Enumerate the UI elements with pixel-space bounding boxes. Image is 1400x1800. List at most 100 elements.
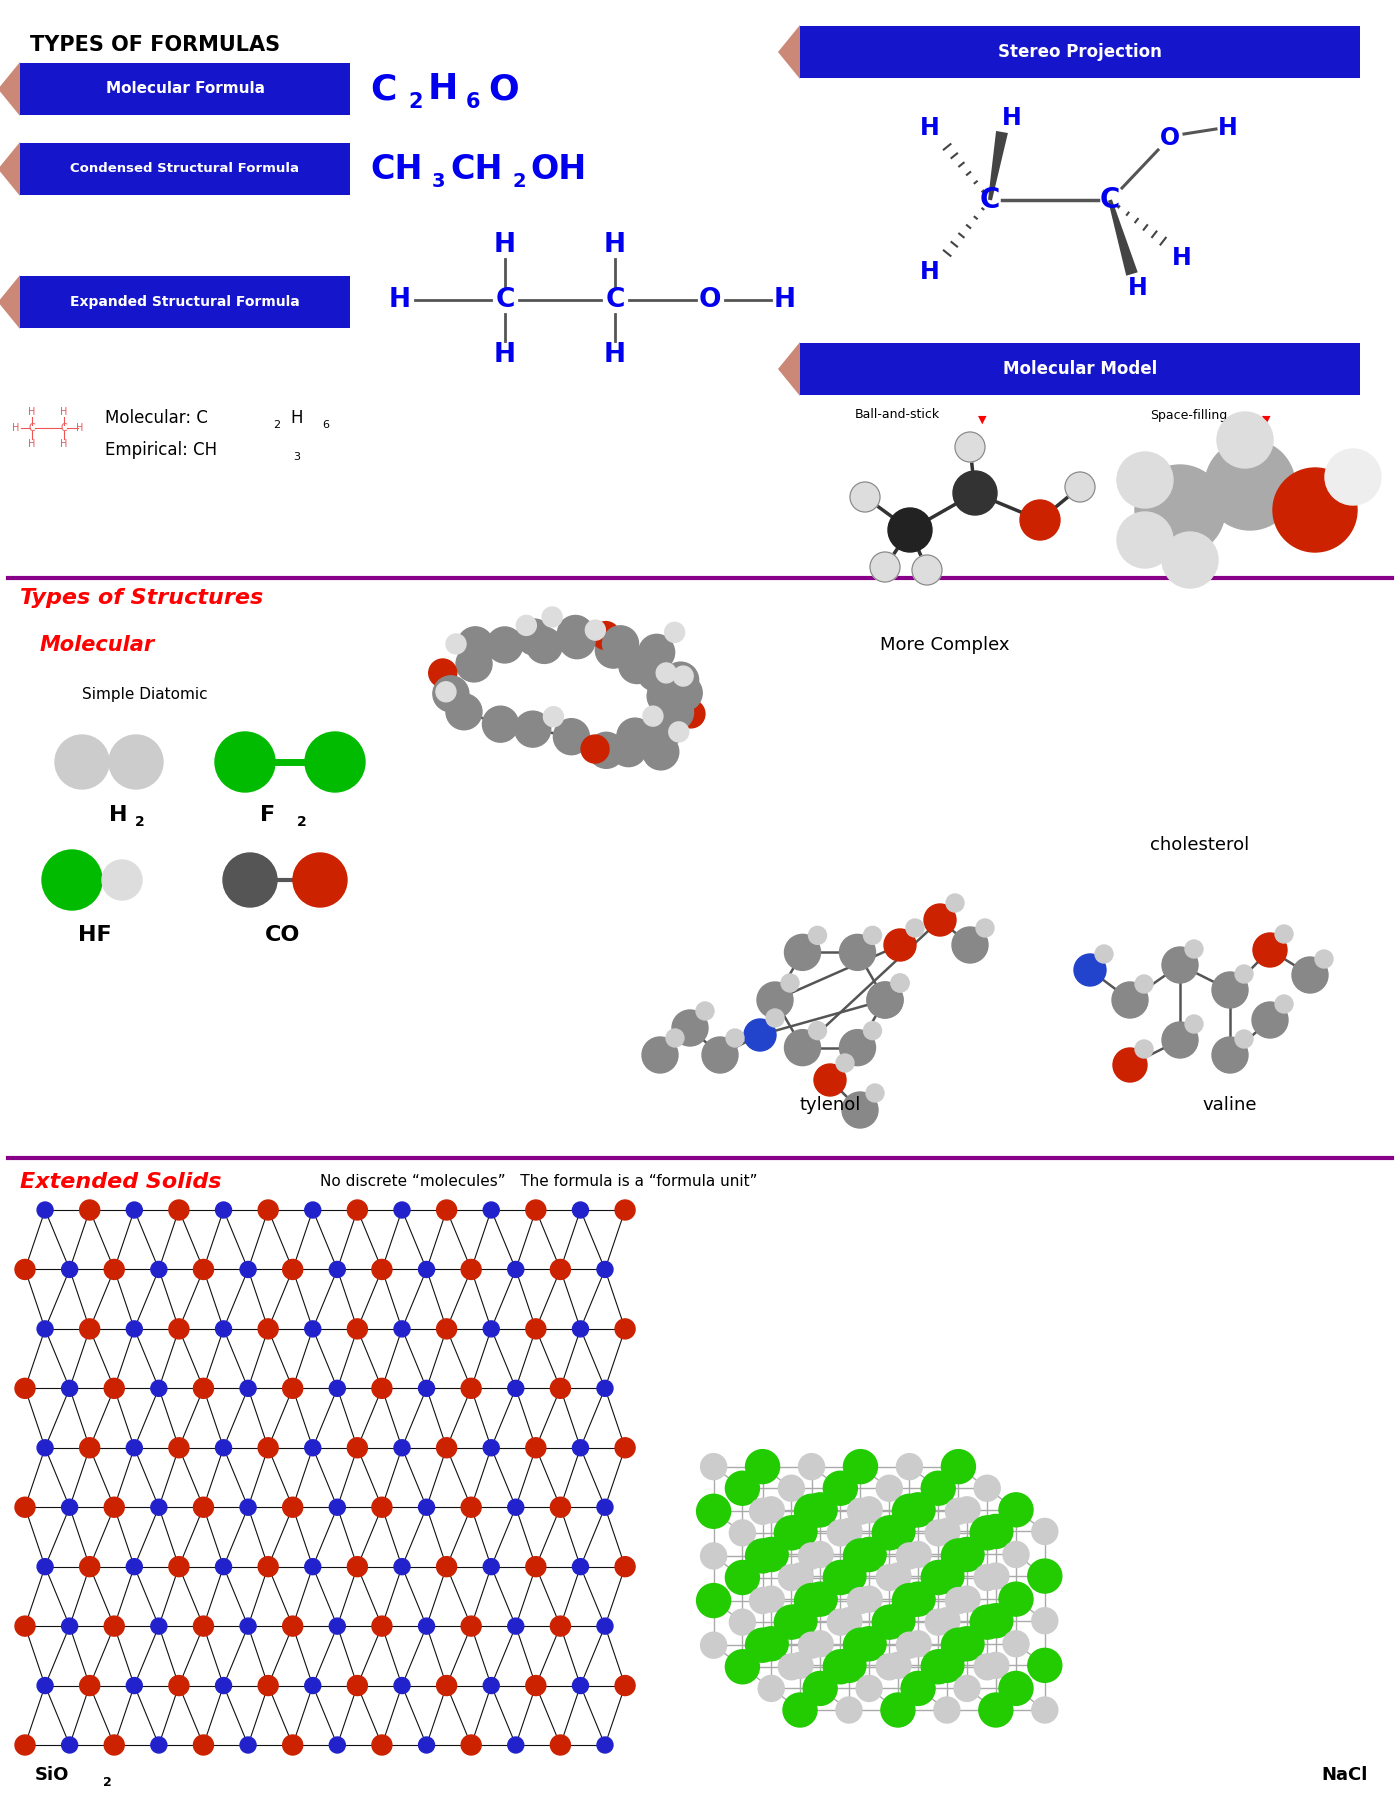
Circle shape [727, 1030, 743, 1048]
Circle shape [483, 1202, 500, 1219]
Circle shape [974, 1476, 1000, 1501]
Text: HF: HF [78, 925, 112, 945]
Circle shape [305, 1202, 321, 1219]
Circle shape [843, 1539, 878, 1573]
Circle shape [347, 1201, 367, 1220]
Circle shape [329, 1737, 346, 1753]
Circle shape [921, 1471, 955, 1505]
Text: H: H [494, 342, 517, 367]
Circle shape [755, 1537, 788, 1571]
Circle shape [725, 1651, 759, 1683]
Circle shape [62, 1499, 77, 1516]
Circle shape [216, 1321, 231, 1337]
Text: C: C [605, 286, 624, 313]
Circle shape [419, 1737, 434, 1753]
Circle shape [447, 634, 466, 653]
Circle shape [615, 1557, 636, 1577]
Circle shape [809, 927, 826, 945]
Circle shape [15, 1379, 35, 1399]
Circle shape [104, 1498, 125, 1517]
Circle shape [393, 1321, 410, 1337]
FancyBboxPatch shape [20, 63, 350, 115]
Circle shape [223, 853, 277, 907]
Circle shape [517, 616, 536, 635]
Text: H: H [28, 407, 35, 418]
Circle shape [823, 1561, 857, 1595]
Circle shape [283, 1260, 302, 1280]
Circle shape [1162, 1022, 1198, 1058]
Circle shape [239, 1737, 256, 1753]
Circle shape [573, 1202, 588, 1219]
Circle shape [169, 1557, 189, 1577]
Text: TYPES OF FORMULAS: TYPES OF FORMULAS [29, 34, 280, 56]
Polygon shape [0, 61, 20, 115]
Circle shape [169, 1201, 189, 1220]
Circle shape [1273, 468, 1357, 553]
Circle shape [892, 1584, 927, 1618]
Circle shape [857, 1498, 882, 1523]
Circle shape [305, 1559, 321, 1575]
Circle shape [347, 1319, 367, 1339]
Circle shape [953, 1676, 980, 1701]
Text: H: H [109, 805, 127, 824]
Circle shape [592, 621, 620, 650]
Circle shape [798, 1543, 825, 1570]
Circle shape [925, 1519, 951, 1546]
Circle shape [596, 1737, 613, 1753]
Circle shape [581, 734, 609, 763]
Circle shape [881, 1604, 916, 1638]
Circle shape [542, 607, 563, 626]
Circle shape [904, 1631, 931, 1656]
Circle shape [945, 1588, 972, 1613]
Circle shape [827, 1609, 854, 1634]
Circle shape [42, 850, 102, 911]
Circle shape [62, 1737, 77, 1753]
Text: 2: 2 [104, 1775, 112, 1789]
Circle shape [945, 1498, 972, 1525]
Text: 3: 3 [293, 452, 300, 463]
Circle shape [151, 1618, 167, 1634]
Text: H: H [13, 423, 20, 434]
Text: H: H [60, 439, 67, 448]
Circle shape [347, 1557, 367, 1577]
Circle shape [934, 1519, 960, 1544]
Circle shape [678, 700, 706, 727]
Circle shape [930, 1649, 963, 1683]
Circle shape [729, 1519, 756, 1546]
Circle shape [437, 1438, 456, 1458]
Circle shape [573, 1440, 588, 1456]
Circle shape [850, 482, 881, 511]
Circle shape [126, 1678, 143, 1694]
Circle shape [951, 1627, 984, 1661]
Circle shape [393, 1678, 410, 1694]
Circle shape [596, 1618, 613, 1634]
Circle shape [1117, 452, 1173, 508]
Circle shape [305, 1321, 321, 1337]
Text: 6: 6 [466, 92, 480, 112]
Circle shape [911, 554, 942, 585]
Circle shape [876, 1564, 902, 1591]
Text: More Complex: More Complex [881, 635, 1009, 653]
Polygon shape [778, 25, 799, 79]
Circle shape [36, 1559, 53, 1575]
Circle shape [700, 1454, 727, 1480]
Circle shape [881, 1514, 916, 1548]
Circle shape [697, 1584, 731, 1618]
Circle shape [783, 1694, 818, 1726]
Circle shape [393, 1440, 410, 1456]
Text: OH: OH [531, 153, 587, 185]
Circle shape [657, 662, 676, 682]
Circle shape [955, 432, 986, 463]
Circle shape [216, 1678, 231, 1694]
Circle shape [1135, 1040, 1154, 1058]
Circle shape [813, 1064, 846, 1096]
Circle shape [638, 634, 675, 670]
Circle shape [867, 1084, 883, 1102]
Text: No discrete “molecules”   The formula is a “formula unit”: No discrete “molecules” The formula is a… [321, 1175, 757, 1190]
Circle shape [804, 1492, 837, 1526]
Circle shape [62, 1381, 77, 1397]
Circle shape [239, 1262, 256, 1278]
Circle shape [904, 1541, 931, 1568]
Circle shape [1315, 950, 1333, 968]
Text: H: H [494, 232, 517, 257]
